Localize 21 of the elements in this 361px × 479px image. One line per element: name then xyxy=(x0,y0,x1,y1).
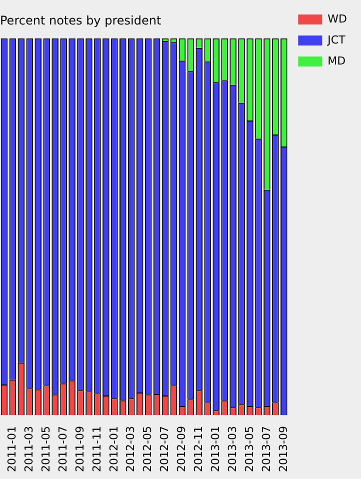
x-tick-label: 2012-05 xyxy=(141,426,154,472)
x-tick-label: 2012-07 xyxy=(158,426,172,472)
x-tick-label: 2011-07 xyxy=(56,426,70,472)
x-tick-label: 2013-09 xyxy=(276,426,290,472)
x-tick-label: 2013-07 xyxy=(260,426,273,472)
x-tick-label: 2012-09 xyxy=(175,426,188,472)
legend-label: WD xyxy=(328,12,348,26)
x-tick-label: 2011-05 xyxy=(39,426,52,472)
x-tick-label: 2012-01 xyxy=(107,426,120,472)
x-tick-label: 2011-01 xyxy=(6,426,19,472)
legend-label: MD xyxy=(328,54,346,68)
x-tick-label: 2013-05 xyxy=(242,426,256,472)
x-tick-label: 2011-11 xyxy=(90,426,104,472)
x-tick-label: 2011-03 xyxy=(22,426,36,472)
x-tick-label: 2011-09 xyxy=(73,426,86,472)
x-tick-label: 2012-03 xyxy=(124,426,138,472)
chart-title: Percent notes by president xyxy=(0,13,162,28)
x-tick-label: 2012-11 xyxy=(192,426,206,472)
x-tick-label: 2013-03 xyxy=(226,426,239,472)
legend-label: JCT xyxy=(326,33,346,46)
x-tick-label: 2013-01 xyxy=(208,426,222,472)
